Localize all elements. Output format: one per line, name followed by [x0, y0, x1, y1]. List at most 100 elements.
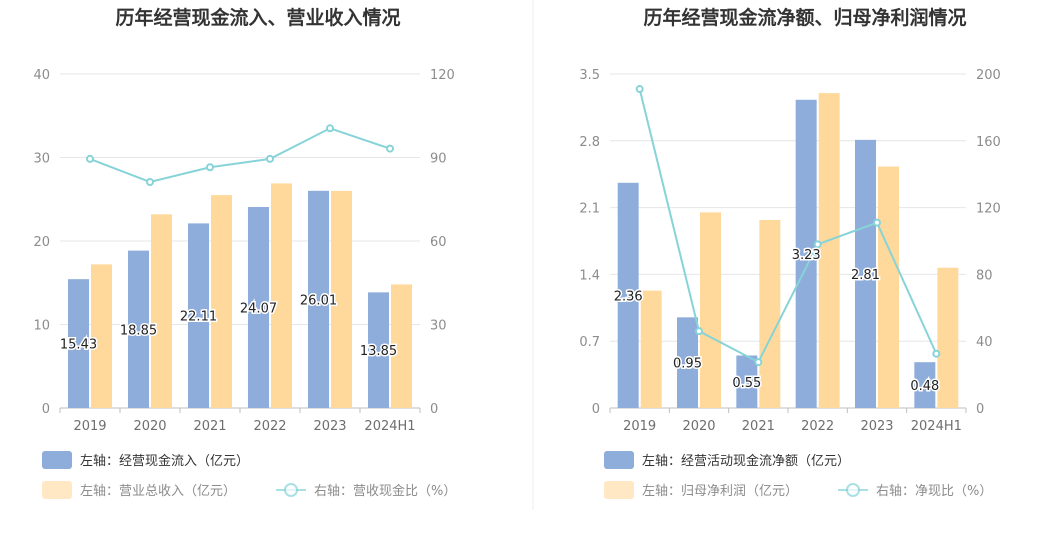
- chart1-line-point: [206, 163, 214, 172]
- chart1-legend-swatch: [42, 481, 72, 499]
- chart1-line-point: [146, 177, 154, 186]
- chart1-bar-series1: [188, 223, 209, 408]
- chart2-data-label: 0.48: [910, 379, 939, 394]
- chart2-right-tick-label: 160: [976, 135, 1001, 150]
- chart1-right-tick-label: 120: [430, 68, 455, 83]
- chart2-right-tick-label: 80: [976, 268, 993, 283]
- chart2-line-point: [813, 240, 822, 249]
- chart1-x-tick-label: 2020: [133, 419, 166, 434]
- chart1-bar-series1: [248, 207, 269, 408]
- chart1-legend-swatch: [42, 451, 72, 469]
- chart2-bar-series1: [677, 317, 698, 408]
- chart1-bar-series1: [128, 250, 149, 408]
- chart2-bar-series1: [795, 99, 817, 408]
- chart1-legend-label: 右轴：营收现金比（%）: [314, 483, 456, 499]
- chart2-x-tick-label: 2019: [623, 419, 656, 434]
- chart2-bar-series2: [818, 93, 840, 408]
- chart2-left-tick-label: 3.5: [579, 68, 600, 83]
- chart2-x-tick-label: 2020: [682, 419, 715, 434]
- chart1-legend-label: 左轴：营业总收入（亿元）: [80, 484, 236, 499]
- chart1-line-point: [326, 124, 334, 133]
- chart1-data-label: 13.85: [360, 344, 397, 359]
- chart2-bar-series2: [759, 220, 781, 408]
- chart1-right-tick-label: 60: [430, 235, 447, 250]
- chart2-data-label: 2.81: [851, 268, 880, 283]
- chart1-bar-series1: [308, 190, 329, 408]
- chart2-title: 历年经营现金流净额、归母净利润情况: [643, 6, 966, 29]
- chart1-left-tick-label: 30: [33, 152, 50, 167]
- chart2-bar-series1: [736, 355, 758, 408]
- chart1-legend-swatch-marker: [284, 483, 298, 497]
- chart1-x-tick-label: 2022: [253, 419, 286, 434]
- chart2-x-tick-label: 2023: [860, 419, 893, 434]
- chart2-legend-swatch: [604, 451, 634, 469]
- chart1-legend-label: 左轴：经营现金流入（亿元）: [80, 453, 249, 469]
- chart1-x-tick-label: 2023: [313, 419, 346, 434]
- chart2-data-label: 2.36: [614, 289, 643, 304]
- chart2-line-point: [932, 349, 941, 358]
- chart1-data-label: 15.43: [60, 338, 97, 353]
- chart2-bar-series2: [640, 290, 662, 408]
- chart2-bar-series1: [914, 362, 936, 408]
- chart1-title: 历年经营现金流入、营业收入情况: [115, 6, 400, 29]
- chart1-bar-series2: [331, 190, 352, 408]
- chart2-bar-series1: [617, 182, 639, 408]
- chart2-right-tick-label: 0: [976, 402, 984, 417]
- chart2-right-tick-label: 120: [976, 202, 1001, 217]
- chart1-data-label: 22.11: [180, 310, 217, 325]
- chart1-left-tick-label: 20: [33, 235, 50, 250]
- chart1-data-label: 26.01: [300, 293, 337, 308]
- chart2-bar-series2: [700, 212, 721, 408]
- chart2-line-series: [638, 88, 938, 364]
- chart1-bar-series2: [91, 264, 112, 408]
- chart1-x-tick-label: 2024H1: [364, 419, 415, 434]
- chart1-bar-series2: [151, 214, 172, 408]
- chart1-x-tick-label: 2021: [193, 419, 226, 434]
- chart1-data-label: 24.07: [240, 302, 277, 317]
- chart2-line-point: [873, 218, 881, 227]
- chart2-line-point: [754, 358, 763, 367]
- chart2-data-label: 3.23: [792, 248, 821, 263]
- chart2-legend-swatch: [604, 481, 634, 499]
- chart2-left-tick-label: 2.8: [579, 135, 600, 150]
- chart1-left-tick-label: 40: [33, 68, 50, 83]
- chart1-line-point: [266, 154, 274, 163]
- chart2-data-label: 0.95: [673, 357, 702, 372]
- chart1-right-tick-label: 30: [430, 319, 447, 334]
- chart2-x-tick-label: 2021: [742, 419, 775, 434]
- chart2-legend-swatch-marker: [846, 483, 860, 497]
- chart1-bar-series1: [68, 279, 89, 408]
- chart1-left-tick-label: 0: [42, 402, 50, 417]
- chart1-left-tick-label: 10: [33, 319, 50, 334]
- chart2-legend-label: 右轴：净现比（%）: [876, 484, 992, 499]
- chart1-line-series: [89, 127, 391, 184]
- chart1-right-tick-label: 0: [430, 402, 438, 417]
- chart1-bar-series2: [271, 183, 292, 408]
- chart2-bar-series2: [878, 166, 899, 408]
- chart1-line-point: [386, 144, 394, 153]
- chart2-x-tick-label: 2024H1: [911, 419, 962, 434]
- chart2-left-tick-label: 1.4: [579, 268, 600, 283]
- chart2-data-label: 0.55: [732, 376, 761, 391]
- chart1-right-tick-label: 90: [430, 152, 447, 167]
- chart2-x-tick-label: 2022: [801, 419, 834, 434]
- chart2-legend-label: 左轴：经营活动现金流净额（亿元）: [642, 453, 850, 469]
- chart2-bar-series1: [855, 139, 876, 409]
- chart1-bar-series1: [368, 292, 389, 408]
- chart1-bar-series2: [211, 195, 232, 408]
- chart2-right-tick-label: 40: [976, 335, 993, 350]
- chart2-legend-label: 左轴：归母净利润（亿元）: [642, 484, 798, 499]
- chart1-bar-series2: [391, 284, 412, 408]
- chart2-left-tick-label: 2.1: [579, 202, 600, 217]
- chart2-bar-series2: [937, 267, 959, 408]
- chart1-data-label: 18.85: [120, 323, 157, 338]
- chart1-x-tick-label: 2019: [73, 419, 106, 434]
- chart2-left-tick-label: 0: [592, 402, 600, 417]
- chart1-line-point: [86, 154, 94, 163]
- chart2-line-point: [695, 327, 703, 336]
- chart2-line-point: [635, 85, 644, 94]
- chart2-right-tick-label: 200: [976, 68, 1001, 83]
- chart2-left-tick-label: 0.7: [579, 335, 600, 350]
